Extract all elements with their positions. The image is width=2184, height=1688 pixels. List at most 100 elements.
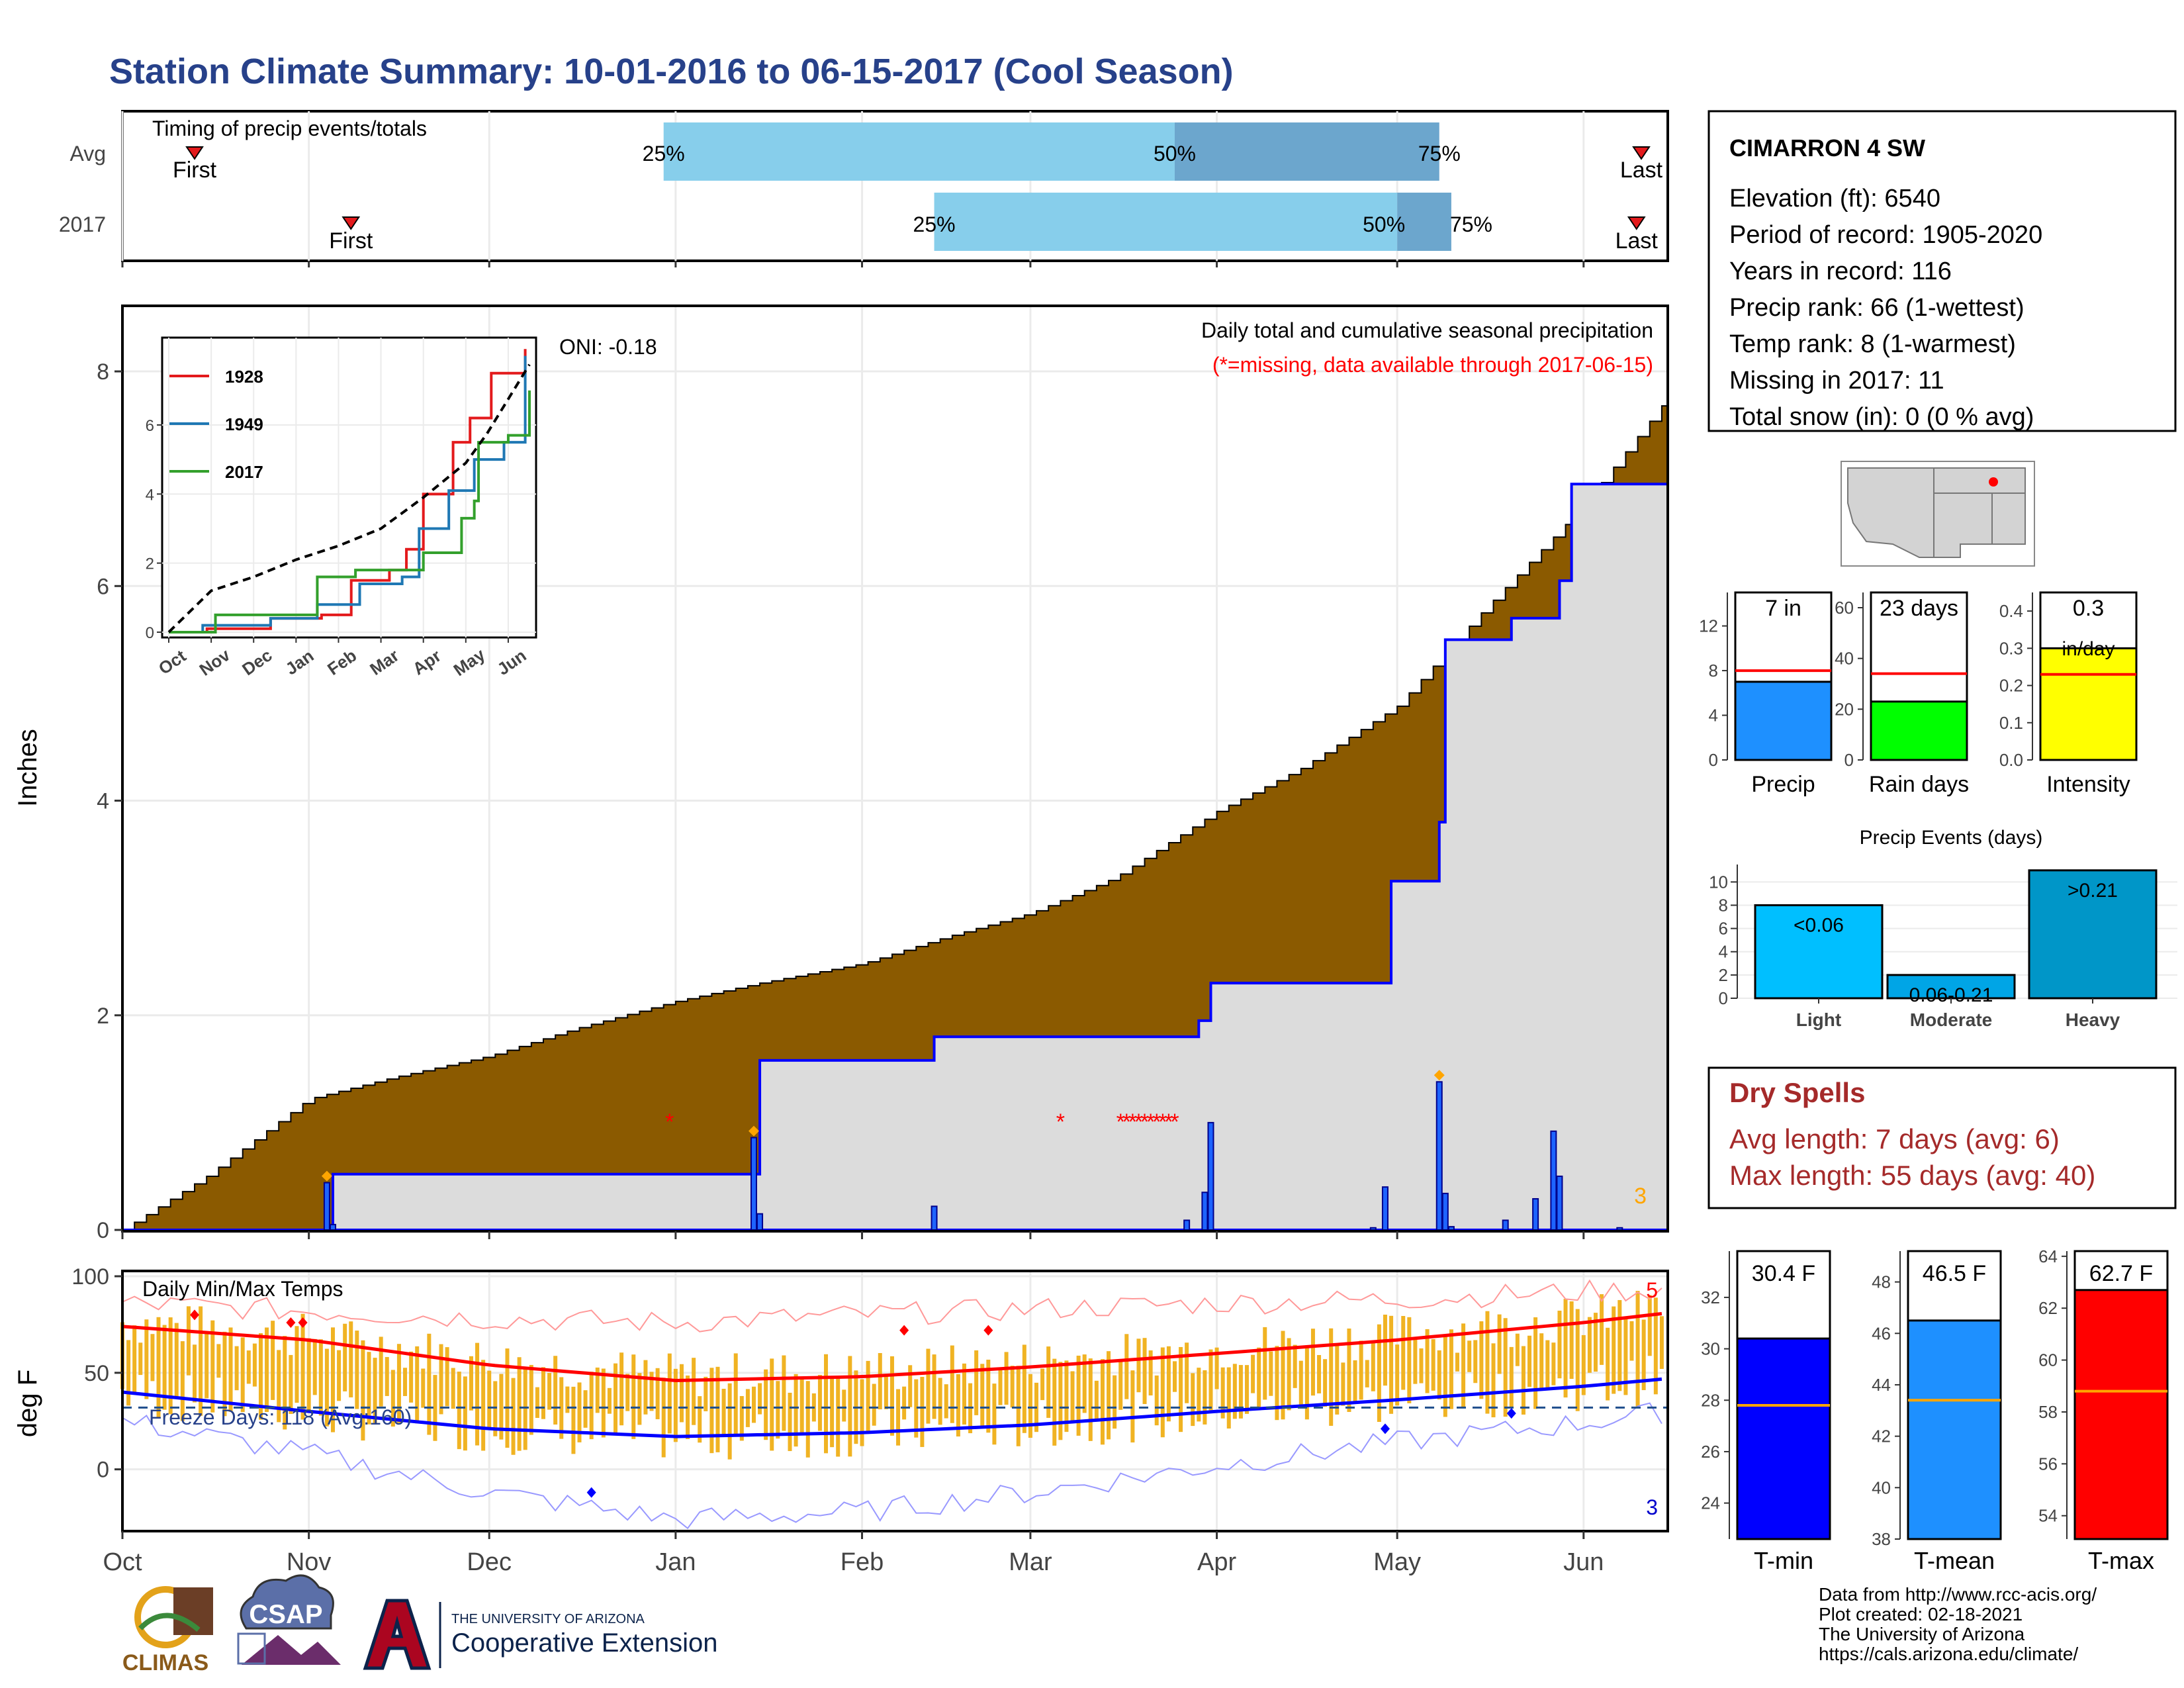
daily-temp-bar: [998, 1370, 1003, 1405]
daily-temp-bar: [715, 1366, 720, 1452]
daily-temp-bar: [889, 1356, 894, 1436]
temp-ytick-label-50: 50: [84, 1361, 109, 1386]
daily-temp-bar: [1130, 1370, 1135, 1443]
daily-temp-bar: [824, 1354, 829, 1454]
missing-marker-2017-03-25: *: [1170, 1109, 1179, 1135]
station-period: Period of record: 1905-2020: [1729, 221, 2042, 249]
temp-summary-ytick-label-2-5: 64: [2038, 1246, 2058, 1266]
page-title: Station Climate Summary: 10-01-2016 to 0…: [109, 52, 1234, 91]
timing-bar-2017-25-50: [934, 193, 1398, 251]
daily-temp-bar: [1154, 1375, 1159, 1426]
timing-bar-Avg-25-50: [663, 122, 1175, 181]
events-xlabel-2: Heavy: [2066, 1009, 2120, 1030]
daily-temp-bar: [1100, 1359, 1105, 1445]
timing-panel: Timing of precip events/totals Avg 2017 …: [59, 110, 1669, 262]
inset-ytick-label-4: 4: [146, 486, 154, 504]
daily-temp-bar: [1269, 1351, 1273, 1396]
daily-temp-bar: [1425, 1329, 1430, 1393]
daily-temp-bar: [283, 1336, 287, 1430]
yr-pct75-label: 75%: [1450, 212, 1492, 236]
daily-temp-bar: [205, 1331, 209, 1399]
daily-temp-bar: [396, 1344, 401, 1423]
daily-temp-bar: [1191, 1373, 1195, 1427]
temp-summary-bar-t-min: [1736, 1337, 1831, 1540]
daily-temp-bar: [980, 1364, 985, 1426]
temp-summary-ytick-label-1-2: 42: [1872, 1427, 1891, 1446]
daily-temp-bar: [277, 1350, 281, 1423]
daily-temp-bar: [1208, 1349, 1213, 1411]
daily-temp-bar: [1389, 1315, 1394, 1414]
missing-marker-2017-03-22: *: [1152, 1109, 1161, 1135]
summary-bar-intensity: [2039, 647, 2138, 761]
daily-temp-bar: [920, 1376, 925, 1447]
daily-temp-bar: [1257, 1347, 1261, 1408]
temp-ylabel: deg F: [13, 1370, 42, 1437]
daily-temp-bar: [1431, 1339, 1435, 1391]
avg-first-marker: First: [173, 146, 217, 183]
daily-temp-bar: [1365, 1360, 1369, 1387]
inset-line-1949: [169, 355, 527, 633]
daily-temp-bar: [1172, 1361, 1177, 1392]
daily-precip-bar-2017-05-08: [1435, 1081, 1443, 1231]
timing-title: Timing of precip events/totals: [152, 117, 427, 140]
daily-temp-bar: [830, 1377, 835, 1448]
events-ytick-label-4: 4: [1719, 942, 1728, 962]
freeze-days-label: Freeze Days: 118 (Avg:160): [149, 1405, 412, 1429]
daily-precip-bar-2017-03-30: [1201, 1192, 1208, 1231]
daily-temp-bar: [390, 1370, 395, 1427]
daily-temp-bar: [1401, 1315, 1406, 1390]
daily-precip-bar-2017-02-13: [931, 1205, 938, 1231]
temp-max-missing: 5: [1646, 1278, 1658, 1302]
dry-spells-box: Dry Spells Avg length: 7 days (avg: 6) M…: [1707, 1066, 2177, 1209]
temp-summary-bars: 30.4 F 24 26 28 30 32 T-min 46.5 F 38 40 42 44 46 48 T…: [1701, 1246, 2169, 1574]
current-year-cumulative-area: [122, 476, 1669, 1231]
locator-map: [1841, 461, 2035, 567]
yr-last-marker: Last: [1615, 216, 1658, 254]
daily-temp-bar: [451, 1368, 455, 1409]
ua-extension: Cooperative Extension: [451, 1628, 717, 1658]
daily-temp-bar: [1383, 1314, 1387, 1386]
avg-pct25-label: 25%: [643, 142, 685, 165]
daily-temp-bar: [974, 1350, 979, 1415]
daily-precip-bar-2017-05-24: [1532, 1197, 1539, 1231]
daily-precip-bar-2016-11-04: [323, 1182, 330, 1231]
daily-temp-bar: [529, 1364, 533, 1435]
temp-summary-ytick-label-1-5: 48: [1872, 1272, 1891, 1292]
daily-temp-bar: [619, 1352, 624, 1426]
station-snow: Total snow (in): 0 (0 % avg): [1729, 403, 2034, 431]
daily-temp-bar: [1533, 1317, 1538, 1409]
temp-summary-ytick-label-1-3: 44: [1872, 1375, 1891, 1395]
record-high-marker-3: [899, 1325, 909, 1336]
daily-temp-bar: [1179, 1346, 1183, 1432]
temp-summary-ytick-label-0-3: 30: [1701, 1339, 1720, 1359]
month-label-jun: Jun: [1563, 1548, 1604, 1576]
daily-temp-bar: [860, 1379, 864, 1446]
daily-precip-bar-2017-05-27: [1550, 1130, 1557, 1231]
daily-temp-bar: [1004, 1352, 1009, 1405]
daily-temp-bar: [1136, 1338, 1141, 1393]
daily-temp-bar: [1263, 1327, 1267, 1400]
daily-temp-bar: [698, 1396, 702, 1443]
daily-temp-bar: [1166, 1346, 1171, 1422]
avg-last-marker: Last: [1620, 146, 1663, 183]
summary-ytick-label-2-4: 0.4: [1999, 601, 2023, 621]
daily-temp-bar: [1563, 1299, 1568, 1398]
daily-temp-bar: [1629, 1321, 1634, 1361]
daily-temp-bar: [607, 1387, 612, 1414]
daily-temp-bar: [1569, 1301, 1574, 1379]
daily-temp-bar: [1395, 1344, 1400, 1406]
oni-label: ONI: -0.18: [559, 335, 657, 359]
legend-label-1949: 1949: [225, 414, 263, 434]
temp-summary-ytick-label-2-3: 60: [2038, 1350, 2058, 1370]
precip-subtitle: (*=missing, data available through 2017-…: [1212, 353, 1653, 377]
precip-ytick-label-4: 4: [97, 789, 109, 814]
daily-temp-bar: [1485, 1311, 1490, 1414]
summary-ytick-label-1-3: 60: [1835, 598, 1854, 618]
daily-temp-bar: [1497, 1314, 1502, 1374]
events-bar-label-2: >0.21: [2068, 880, 2118, 902]
summary-ytick-label-0-2: 8: [1709, 661, 1718, 680]
daily-temp-bar: [1148, 1350, 1153, 1396]
month-label-apr: Apr: [1197, 1548, 1236, 1576]
daily-temp-bar: [487, 1370, 492, 1430]
